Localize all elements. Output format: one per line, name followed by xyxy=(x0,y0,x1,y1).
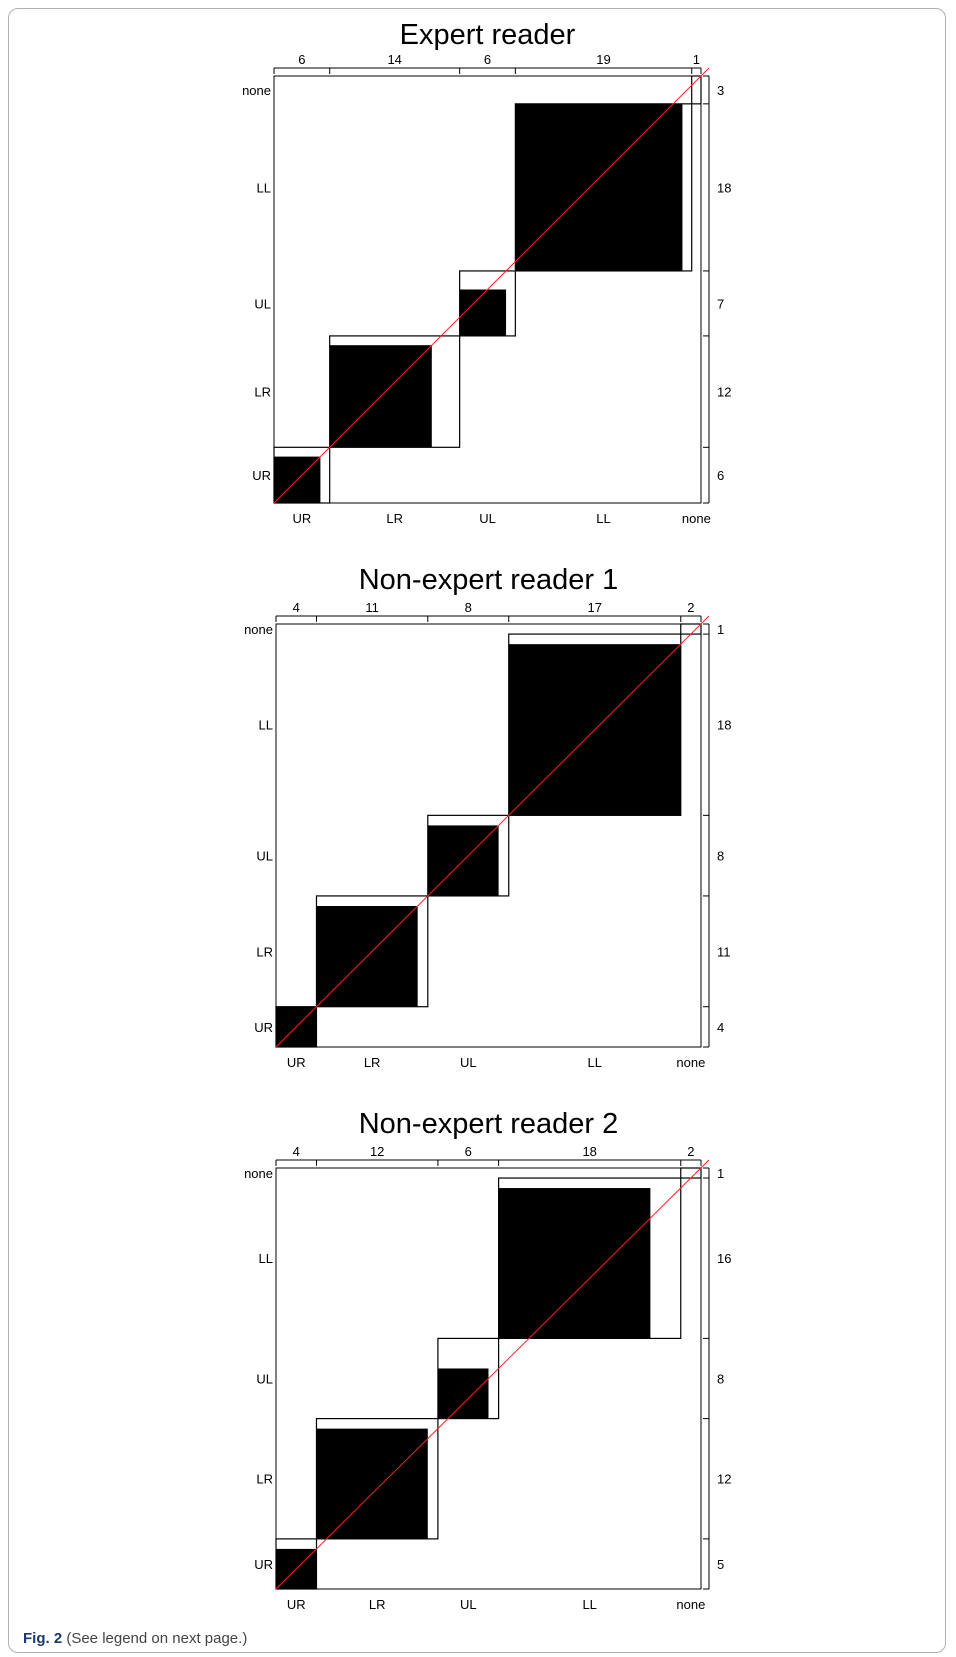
y-category-label: LR xyxy=(256,1472,273,1487)
row-total-label: 7 xyxy=(717,296,724,311)
column-total-label: 18 xyxy=(582,1144,596,1159)
x-category-label: LR xyxy=(386,511,403,526)
column-total-label: 1 xyxy=(693,52,700,67)
plot-frame xyxy=(275,1167,702,1590)
column-total-label: 11 xyxy=(365,600,379,615)
column-total-label: 2 xyxy=(687,1144,694,1159)
x-category-label: LL xyxy=(596,511,610,526)
column-total-label: 6 xyxy=(465,1144,472,1159)
x-category-label: UR xyxy=(292,511,311,526)
row-total-label: 5 xyxy=(717,1557,724,1572)
marginal-box-none xyxy=(680,623,702,635)
x-category-label: none xyxy=(682,511,711,526)
marginal-box-none xyxy=(691,75,702,105)
y-category-label: LL xyxy=(259,1251,273,1266)
row-total-label: 11 xyxy=(717,944,731,959)
row-total-label: 12 xyxy=(717,1472,731,1487)
y-category-label: UR xyxy=(254,1020,273,1035)
row-total-label: 1 xyxy=(717,1166,724,1181)
x-category-label: UR xyxy=(287,1055,306,1070)
agreement-block-lr xyxy=(316,1428,428,1539)
x-category-label: LR xyxy=(369,1597,386,1612)
agreement-block-ul xyxy=(459,289,507,336)
plot-frame xyxy=(275,623,702,1048)
x-category-label: UL xyxy=(460,1597,477,1612)
column-total-label: 17 xyxy=(588,600,602,615)
column-total-label: 4 xyxy=(293,1144,300,1159)
y-category-label: UR xyxy=(254,1557,273,1572)
row-total-label: 16 xyxy=(717,1251,731,1266)
y-category-label: LL xyxy=(259,718,273,733)
column-total-label: 6 xyxy=(298,52,305,67)
chart-title: Non-expert reader 2 xyxy=(359,1108,619,1140)
row-total-label: 8 xyxy=(717,1372,724,1387)
x-category-label: UR xyxy=(287,1597,306,1612)
y-category-label: UL xyxy=(256,1372,273,1387)
x-category-label: none xyxy=(676,1597,705,1612)
chart-title: Expert reader xyxy=(400,19,576,51)
x-category-label: none xyxy=(676,1055,705,1070)
x-category-label: UL xyxy=(479,511,496,526)
row-total-label: 1 xyxy=(717,622,724,637)
y-category-label: LR xyxy=(254,385,271,400)
chart-title: Non-expert reader 1 xyxy=(359,564,619,596)
agreement-block-ll xyxy=(515,103,683,271)
row-total-label: 18 xyxy=(717,718,731,733)
figure-caption: Fig. 2 (See legend on next page.) xyxy=(23,1630,247,1647)
agreement-block-ul xyxy=(437,1368,489,1419)
column-total-label: 2 xyxy=(687,600,694,615)
agreement-block-ll xyxy=(498,1188,651,1339)
column-total-label: 19 xyxy=(596,52,610,67)
y-category-label: UL xyxy=(254,296,271,311)
caption-text: (See legend on next page.) xyxy=(66,1630,248,1647)
marginal-box-none xyxy=(680,1167,702,1179)
diagonal-reference-line xyxy=(273,67,710,504)
row-total-label: 3 xyxy=(717,83,724,98)
row-total-label: 12 xyxy=(717,385,731,400)
column-total-label: 6 xyxy=(484,52,491,67)
x-category-label: LR xyxy=(364,1055,381,1070)
diagonal-reference-line xyxy=(275,615,710,1048)
row-total-label: 4 xyxy=(717,1020,724,1035)
caption-label: Fig. 2 xyxy=(23,1630,63,1647)
row-total-label: 18 xyxy=(717,180,731,195)
column-total-label: 4 xyxy=(293,600,300,615)
agreement-chart-3: Non-expert reader 245URUR1212LRLR68ULUL1… xyxy=(244,1108,731,1612)
agreement-chart-2: Non-expert reader 1 4 4 UR UR 11 11 LR LR 8 8 UL UL 1… xyxy=(244,564,731,1070)
row-total-label: 6 xyxy=(717,468,724,483)
column-total-label: 12 xyxy=(370,1144,384,1159)
y-category-label: UL xyxy=(256,849,273,864)
agreement-chart-1: Expert reader66URUR1412LRLR67ULUL1918LLL… xyxy=(242,19,731,526)
x-category-label: LL xyxy=(588,1055,602,1070)
column-total-label: 8 xyxy=(465,600,472,615)
y-category-label: none xyxy=(242,83,271,98)
plot-frame xyxy=(273,75,702,504)
y-category-label: none xyxy=(244,622,273,637)
y-category-label: none xyxy=(244,1166,273,1181)
x-category-label: UL xyxy=(460,1055,477,1070)
diagonal-reference-line xyxy=(275,1159,710,1590)
y-category-label: UR xyxy=(252,468,271,483)
figure-frame xyxy=(8,8,946,1653)
x-category-label: LL xyxy=(582,1597,596,1612)
row-total-label: 8 xyxy=(717,849,724,864)
y-category-label: LR xyxy=(256,944,273,959)
y-category-label: LL xyxy=(257,180,271,195)
column-total-label: 14 xyxy=(387,52,401,67)
